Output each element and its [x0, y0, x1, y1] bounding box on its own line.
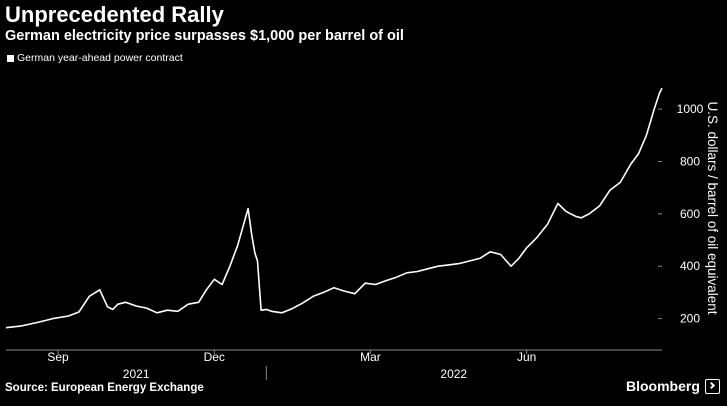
y-tick-label: 200 — [680, 312, 700, 326]
chart-title: Unprecedented Rally — [5, 2, 224, 27]
x-tick-label: Mar — [360, 350, 381, 364]
chart-subtitle: German electricity price surpasses $1,00… — [5, 28, 404, 44]
y-axis-ticks: 200 400 600 800 1000 — [658, 102, 704, 326]
y-tick-label: 800 — [680, 154, 700, 168]
y-axis-label: U.S. dollars / barrel of oil equivalent — [705, 101, 720, 314]
bloomberg-logo: Bloomberg — [626, 378, 720, 394]
y-tick-label: 1000 — [677, 102, 704, 116]
legend: German year-ahead power contract — [7, 52, 183, 64]
series-line-german-power — [5, 87, 663, 329]
bloomberg-icon — [704, 378, 720, 394]
x-tick-label: Jun — [517, 350, 536, 364]
legend-entry: German year-ahead power contract — [17, 52, 183, 64]
year-label: 2021 — [123, 367, 150, 381]
year-label: 2022 — [440, 367, 467, 381]
x-tick-label: Dec — [204, 350, 225, 364]
x-tick-label: Sep — [47, 350, 69, 364]
y-tick-label: 400 — [680, 259, 700, 273]
legend-swatch — [7, 54, 14, 62]
x-axis-ticks: Sep Dec Mar Jun 2021 2022 — [47, 350, 536, 381]
y-tick-label: 600 — [680, 207, 700, 221]
source-note: Source: European Energy Exchange — [5, 382, 204, 394]
